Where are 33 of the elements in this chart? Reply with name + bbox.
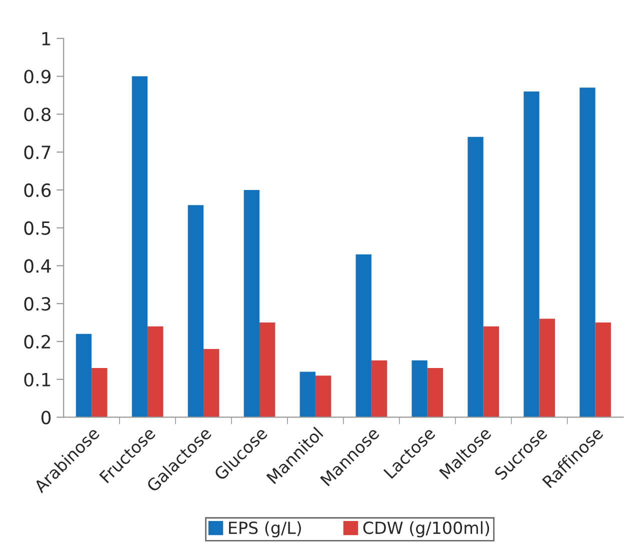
bar — [524, 91, 540, 418]
legend-label: CDW (g/100ml) — [363, 521, 490, 538]
bar — [315, 376, 332, 418]
bar — [132, 76, 148, 418]
y-tick-label: 0.2 — [24, 334, 50, 349]
y-tick-label: 1 — [42, 32, 50, 46]
bar — [300, 372, 316, 418]
y-tick-label: 0.4 — [24, 259, 51, 273]
bar — [148, 326, 164, 418]
bar — [539, 318, 555, 418]
y-tick-label: 0.7 — [24, 146, 50, 160]
bar — [259, 322, 276, 418]
bar — [595, 322, 611, 418]
bar — [412, 360, 428, 418]
bar — [468, 136, 484, 418]
bar — [356, 254, 372, 418]
y-tick-label: 0.9 — [24, 70, 51, 84]
y-tick-label: 0.1 — [24, 372, 50, 386]
bar — [188, 205, 204, 418]
bar — [244, 190, 260, 418]
bar — [204, 349, 220, 418]
y-tick-label: 0.5 — [24, 221, 50, 235]
y-tick-label: 0.8 — [24, 108, 51, 122]
y-tick-label: 0.6 — [24, 183, 51, 198]
bar — [92, 368, 108, 418]
y-tick-label: 0 — [41, 410, 51, 424]
bar — [580, 88, 596, 418]
legend-label: EPS (g/L) — [229, 521, 301, 538]
bar — [427, 368, 444, 418]
bar — [371, 360, 388, 418]
bar — [483, 326, 500, 418]
bar — [76, 334, 92, 418]
y-tick-label: 0.3 — [24, 297, 50, 311]
